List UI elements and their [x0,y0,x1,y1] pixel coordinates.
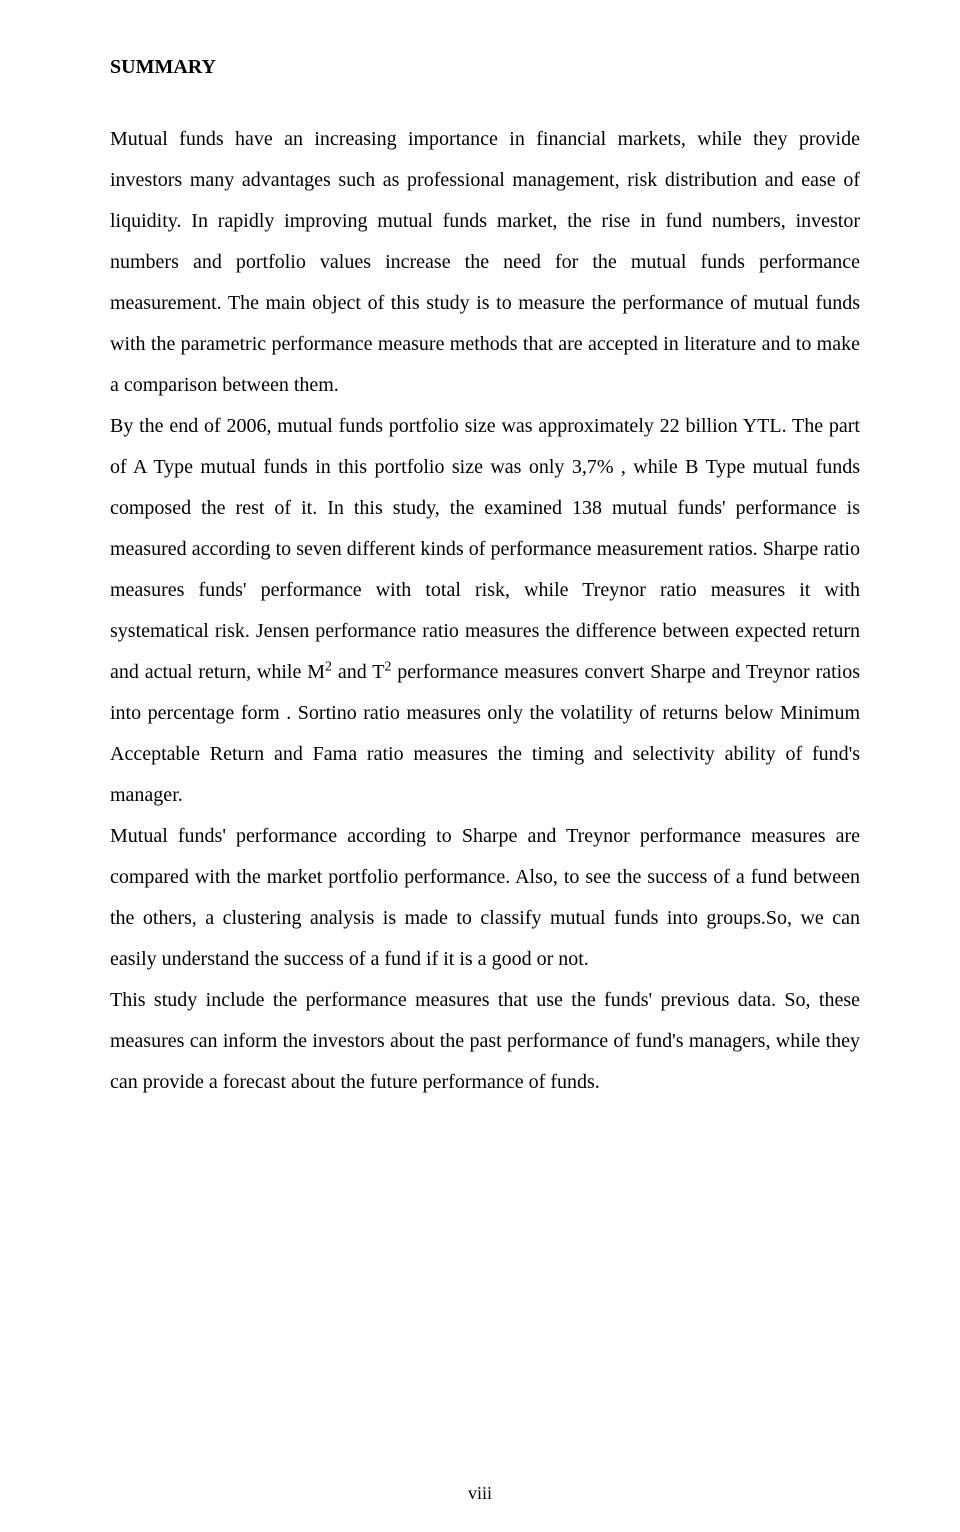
mid-text-b: and T [332,661,384,683]
page-number: viii [0,1483,960,1504]
closing-paragraph: This study include the performance measu… [110,989,860,1093]
mutual-paragraph: Mutual funds' performance according to S… [110,825,860,970]
intro-paragraph: Mutual funds have an increasing importan… [110,128,860,396]
mid-text-a: By the end of 2006, mutual funds portfol… [110,415,860,683]
summary-heading: SUMMARY [110,56,860,79]
superscript-1: 2 [325,659,332,674]
body-text: Mutual funds have an increasing importan… [110,119,860,1103]
